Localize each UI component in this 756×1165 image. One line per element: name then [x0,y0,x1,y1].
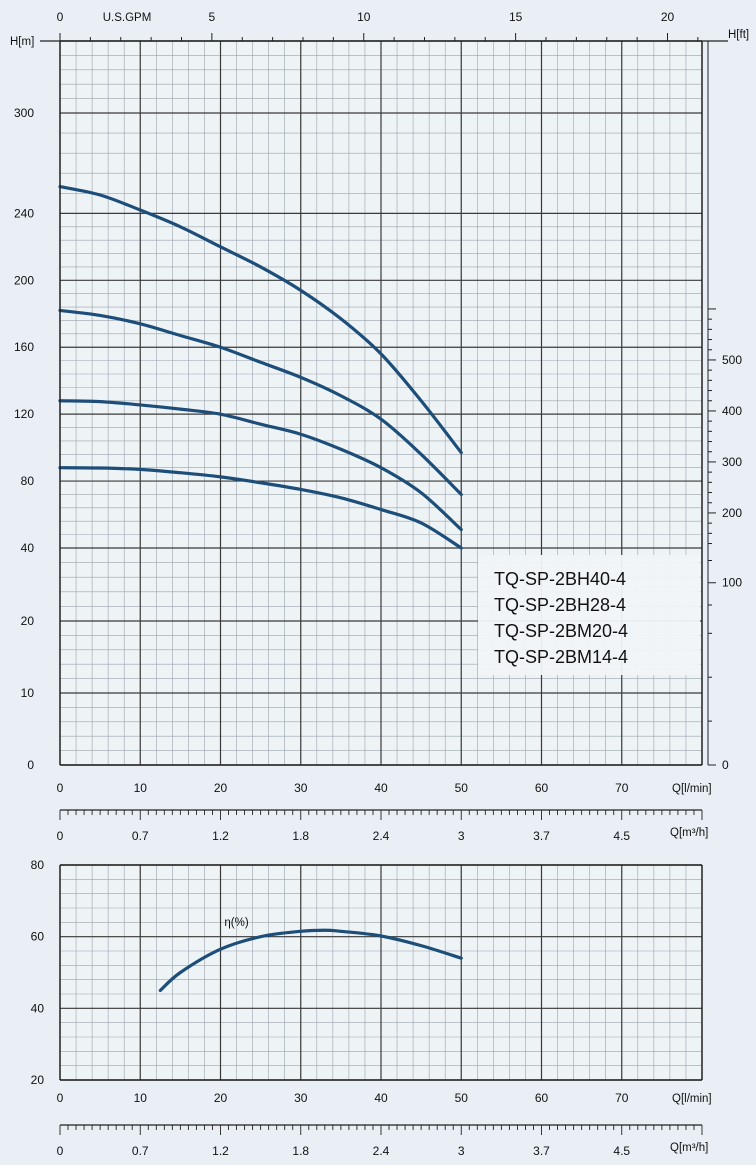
x-axis-label: Q[l/min] [672,1093,712,1105]
legend-background [478,555,700,675]
y-tick-label: 240 [14,206,34,220]
secondary-tick-label: 3.7 [533,829,550,843]
head-curves [58,185,463,550]
right-tick-label: 200 [722,506,742,520]
secondary-tick-label: 2.4 [373,829,390,843]
y-tick-label: 60 [31,930,45,944]
efficiency-chart-axes: 20 40 60 80 0 10 20 30 40 50 60 70 Q[l/min] [31,858,712,1105]
top-tick-label: 5 [209,10,216,24]
y-tick-label: 40 [31,1001,45,1015]
top-tick-label: 20 [661,10,675,24]
secondary-tick-label: 0 [57,1144,64,1158]
x-tick-label: 70 [615,781,629,795]
secondary-tick-label: 0.7 [132,1144,149,1158]
efficiency-series-label: η(%) [224,917,248,929]
secondary-tick-label: 4.5 [613,829,630,843]
flow-scale-bottom: 0 0.7 1.2 1.8 2.4 3 3.7 4.5 Q[m³/h] [57,1124,708,1158]
secondary-tick-label: 1.8 [292,1144,309,1158]
x-tick-label: 20 [214,1091,228,1105]
y-tick-label: 0 [27,758,34,772]
secondary-tick-label: 3.7 [533,1144,550,1158]
y-axis-label: H[m] [10,36,34,48]
x-tick-label: 40 [374,781,388,795]
y-tick-label: 80 [31,858,45,872]
x-tick-label: 0 [57,781,64,795]
right-tick-label: 100 [722,576,742,590]
top-tick-label: 15 [509,10,523,24]
right-tick-label: 400 [722,404,742,418]
secondary-tick-label: 3 [458,829,465,843]
secondary-tick-label: 1.2 [212,829,229,843]
legend-entry: TQ-SP-2BM20-4 [494,621,628,641]
head-curve [58,185,463,455]
x-tick-label: 10 [134,781,148,795]
right-tick-label: 0 [722,758,729,772]
x-tick-label: 70 [615,1091,629,1105]
right-axis-label: H[ft] [728,29,749,41]
y-tick-label: 80 [21,474,35,488]
efficiency-chart-grid [59,864,703,1081]
top-tick-label: 0 [57,10,64,24]
secondary-tick-label: 1.8 [292,829,309,843]
x-tick-label: 30 [294,1091,308,1105]
head-curve [58,399,463,532]
y-tick-label: 200 [14,273,34,287]
x-tick-label: 60 [535,1091,549,1105]
top-axis-label: U.S.GPM [103,12,152,24]
x-axis-label: Q[l/min] [672,783,712,795]
flow-scale-middle: 0 0.7 1.2 1.8 2.4 3 3.7 4.5 Q[m³/h] [57,809,708,843]
model-legend: TQ-SP-2BH40-4 TQ-SP-2BH28-4 TQ-SP-2BM20-… [478,555,700,675]
x-tick-label: 30 [294,781,308,795]
y-tick-label: 20 [31,1073,45,1087]
efficiency-curve-line [158,928,463,993]
x-tick-label: 20 [214,781,228,795]
y-tick-label: 120 [14,407,34,421]
secondary-tick-label: 0 [57,829,64,843]
x-tick-label: 50 [455,1091,469,1105]
y-tick-label: 20 [21,614,35,628]
right-tick-label: 500 [722,353,742,367]
x-tick-label: 0 [57,1091,64,1105]
secondary-tick-label: 4.5 [613,1144,630,1158]
secondary-tick-label: 2.4 [373,1144,390,1158]
y-tick-label: 300 [14,106,34,120]
x-tick-label: 10 [134,1091,148,1105]
top-tick-label: 10 [357,10,371,24]
legend-entry: TQ-SP-2BH28-4 [494,595,626,615]
head-curve [58,466,463,550]
secondary-tick-label: 3 [458,1144,465,1158]
y-tick-label: 40 [21,541,35,555]
y-tick-label: 10 [21,686,35,700]
x-tick-label: 50 [455,781,469,795]
secondary-tick-label: 1.2 [212,1144,229,1158]
secondary-tick-label: 0.7 [132,829,149,843]
head-curve [58,308,463,497]
secondary-axis-label: Q[m³/h] [670,827,708,839]
legend-entry: TQ-SP-2BH40-4 [494,569,626,589]
right-tick-label: 300 [722,455,742,469]
y-tick-label: 160 [14,340,34,354]
x-tick-label: 60 [535,781,549,795]
legend-entry: TQ-SP-2BM14-4 [494,647,628,667]
secondary-axis-label: Q[m³/h] [670,1142,708,1154]
x-tick-label: 40 [374,1091,388,1105]
efficiency-curve: η(%) [158,917,463,993]
